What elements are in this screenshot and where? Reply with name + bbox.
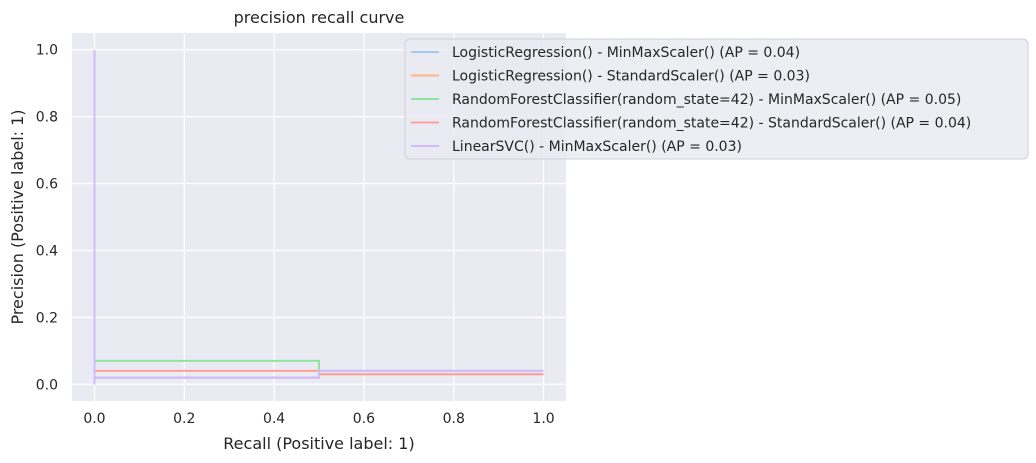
x-tick-label: 0.2 (173, 411, 195, 427)
legend-label: LogisticRegression() - MinMaxScaler() (A… (452, 45, 800, 61)
y-tick-label: 0.8 (36, 110, 58, 126)
legend-label: LogisticRegression() - StandardScaler() … (452, 69, 810, 85)
x-tick-label: 1.0 (532, 411, 554, 427)
legend-label: RandomForestClassifier(random_state=42) … (452, 92, 961, 108)
series-line-5 (93, 49, 544, 385)
y-tick-label: 0.4 (36, 243, 58, 259)
legend-box (404, 38, 1029, 160)
x-tick-label: 0.8 (443, 411, 465, 427)
chart-title: precision recall curve (234, 8, 405, 27)
y-tick-label: 1.0 (36, 43, 58, 59)
y-tick-label: 0.6 (36, 177, 58, 193)
legend-label: RandomForestClassifier(random_state=42) … (452, 116, 971, 132)
series-layer (93, 49, 544, 385)
x-axis-label: Recall (Positive label: 1) (223, 434, 414, 453)
y-tick-label: 0.2 (36, 310, 58, 326)
x-tick-label: 0.0 (83, 411, 105, 427)
axis-ticks: 0.0 0.2 0.4 0.6 0.8 1.0 0.0 0.2 0.4 0.6 0.8 1.0 (36, 43, 555, 427)
legend-label: LinearSVC() - MinMaxScaler() (AP = 0.03) (452, 139, 742, 155)
y-tick-label: 0.0 (36, 377, 58, 393)
y-axis-label: Precision (Positive label: 1) (8, 109, 27, 324)
x-tick-label: 0.6 (353, 411, 375, 427)
x-tick-label: 0.4 (263, 411, 285, 427)
legend: LogisticRegression() - MinMaxScaler() (A… (404, 38, 1029, 160)
